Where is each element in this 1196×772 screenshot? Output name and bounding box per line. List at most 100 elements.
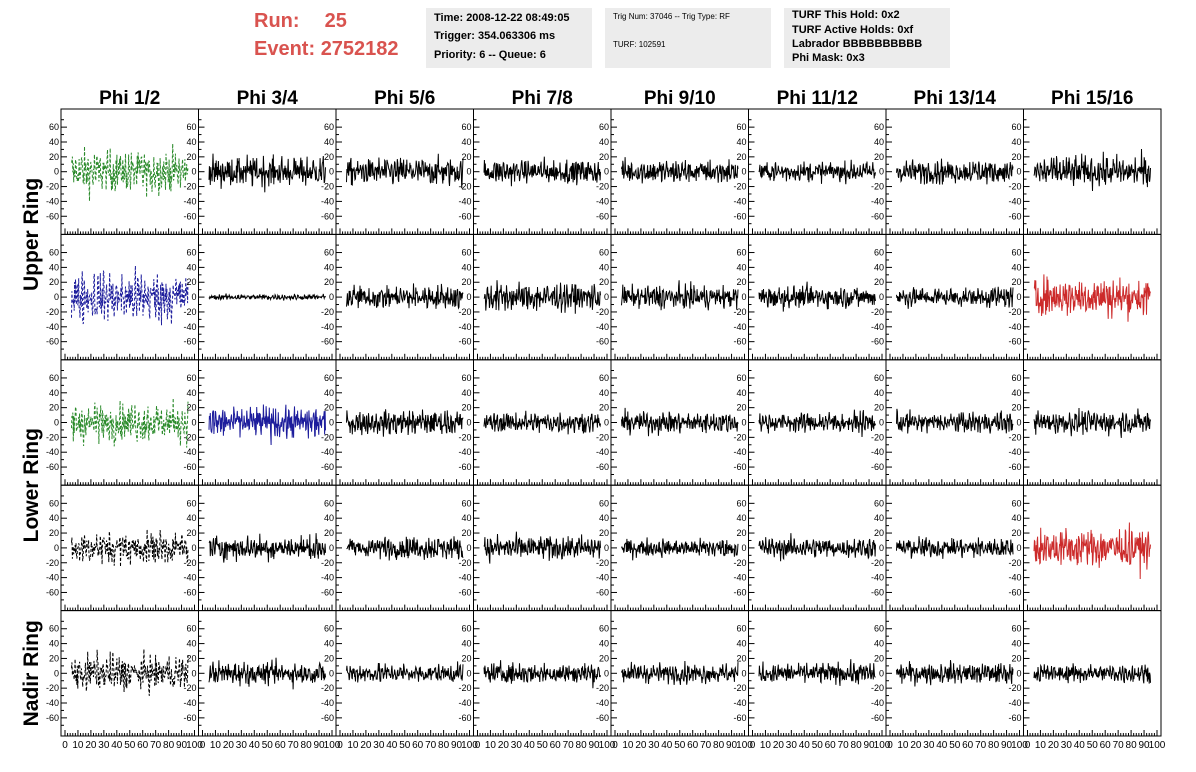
waveform-panel: -60 -40 -20 0 20 40 60: [733, 108, 887, 235]
y-tick-label: 40: [1011, 388, 1021, 398]
x-tick-label: 50: [674, 740, 686, 751]
y-tick-label: 20: [461, 528, 471, 538]
run-value: 25: [324, 10, 347, 32]
y-tick-label: -40: [46, 573, 59, 583]
y-tick-label: 0: [741, 418, 746, 428]
y-tick-label: -40: [871, 322, 884, 332]
x-tick-label: 0: [750, 740, 756, 751]
y-tick-label: 40: [599, 137, 609, 147]
waveform-trace: [1033, 274, 1151, 322]
x-tick-label: 100: [324, 740, 341, 751]
y-tick-label: 20: [599, 653, 609, 663]
y-tick-label: 40: [186, 388, 196, 398]
y-tick-label: 40: [874, 137, 884, 147]
y-tick-label: 20: [49, 653, 59, 663]
y-tick-label: 20: [599, 152, 609, 162]
waveform-trace: [621, 157, 739, 184]
x-tick-label: 0: [1025, 740, 1031, 751]
x-tick-label: 100: [599, 740, 616, 751]
y-tick-label: -40: [733, 196, 746, 206]
y-tick-label: -60: [46, 462, 59, 472]
y-tick-label: -60: [458, 462, 471, 472]
y-tick-label: 40: [49, 137, 59, 147]
x-tick-label: 80: [851, 740, 863, 751]
y-tick-label: 20: [186, 653, 196, 663]
x-tick-label: 0: [475, 740, 481, 751]
y-tick-label: 0: [741, 292, 746, 302]
y-tick-label: 0: [329, 543, 334, 553]
y-tick-label: 60: [324, 373, 334, 383]
y-tick-label: 0: [879, 668, 884, 678]
waveform-trace: [483, 156, 601, 187]
y-tick-label: -60: [183, 587, 196, 597]
y-tick-label: 40: [324, 639, 334, 649]
y-tick-label: 40: [736, 513, 746, 523]
y-tick-label: 60: [874, 498, 884, 508]
y-tick-label: -20: [733, 558, 746, 568]
y-tick-label: -40: [183, 196, 196, 206]
y-tick-label: -40: [183, 698, 196, 708]
x-tick-label: 30: [1061, 740, 1073, 751]
y-tick-label: 20: [599, 528, 609, 538]
row-label: Upper Ring: [20, 178, 43, 291]
y-tick-label: 20: [736, 403, 746, 413]
waveform-panel: -60 -40 -20 0 20 40 60: [596, 233, 749, 361]
waveform-trace: [1033, 663, 1151, 684]
panel-frame: [885, 108, 1024, 235]
waveform-panel: -60 -40 -20 0 20 40 60: [321, 484, 474, 612]
y-tick-label: 60: [599, 373, 609, 383]
y-tick-label: -20: [46, 683, 59, 693]
waveform-panel: -60 -40 -20 0 20 40 60: [458, 484, 612, 612]
y-tick-label: -20: [871, 432, 884, 442]
y-tick-label: 60: [461, 122, 471, 132]
y-tick-label: 0: [329, 418, 334, 428]
y-tick-label: -40: [46, 322, 59, 332]
y-tick-label: -20: [458, 558, 471, 568]
waveform-trace: [71, 398, 189, 448]
y-tick-label: 20: [49, 528, 59, 538]
waveform-trace: [1033, 407, 1151, 438]
waveform-panel: -60 -40 -20 0 20 40 60: [183, 484, 337, 612]
x-tick-label: 20: [910, 740, 922, 751]
x-tick-label: 90: [1001, 740, 1013, 751]
waveform-panel: -60 -40 -20 0 20 40 60: [321, 359, 474, 486]
x-tick-label: 50: [124, 740, 136, 751]
y-tick-label: -60: [596, 462, 609, 472]
x-tick-label: 100: [186, 740, 203, 751]
y-tick-label: -20: [596, 558, 609, 568]
y-tick-label: -20: [183, 683, 196, 693]
x-tick-label: 30: [786, 740, 798, 751]
trig-num-text: Trig Num: 37046 -- Trig Type: RF: [613, 12, 730, 21]
y-tick-label: 60: [736, 122, 746, 132]
x-tick-label: 10: [347, 740, 359, 751]
y-tick-label: 40: [874, 639, 884, 649]
waveform-panel: -60 -40 -20 0 20 40 60: [183, 108, 337, 235]
waveform-panel: -60 -40 -20 0 20 40 60: [871, 233, 1024, 361]
waveform-trace: [758, 159, 876, 185]
y-tick-label: 20: [874, 152, 884, 162]
y-tick-label: -20: [871, 683, 884, 693]
waveform-panel: -60 -40 -20 0 20 40 60: [1008, 233, 1162, 361]
y-tick-label: 60: [1011, 248, 1021, 258]
y-tick-label: -40: [321, 322, 334, 332]
priority-text: Priority: 6 -- Queue: 6: [434, 49, 546, 61]
y-tick-label: 20: [461, 653, 471, 663]
y-tick-label: -20: [596, 432, 609, 442]
x-tick-label: 0: [612, 740, 618, 751]
y-tick-label: 60: [324, 248, 334, 258]
y-tick-label: -60: [596, 337, 609, 347]
x-tick-label: 10: [72, 740, 84, 751]
x-tick-label: 10: [210, 740, 222, 751]
y-tick-label: 60: [1011, 373, 1021, 383]
x-tick-label: 10: [760, 740, 772, 751]
y-tick-label: 20: [736, 277, 746, 287]
y-tick-label: -40: [1008, 322, 1021, 332]
y-tick-label: 40: [324, 262, 334, 272]
y-tick-label: -60: [871, 211, 884, 221]
y-tick-label: -60: [596, 587, 609, 597]
x-tick-label: 30: [648, 740, 660, 751]
x-tick-label: 40: [249, 740, 261, 751]
y-tick-label: 20: [461, 152, 471, 162]
run-event-box: Run: 25 Event: 2752182: [250, 8, 418, 68]
y-tick-label: 0: [191, 167, 196, 177]
